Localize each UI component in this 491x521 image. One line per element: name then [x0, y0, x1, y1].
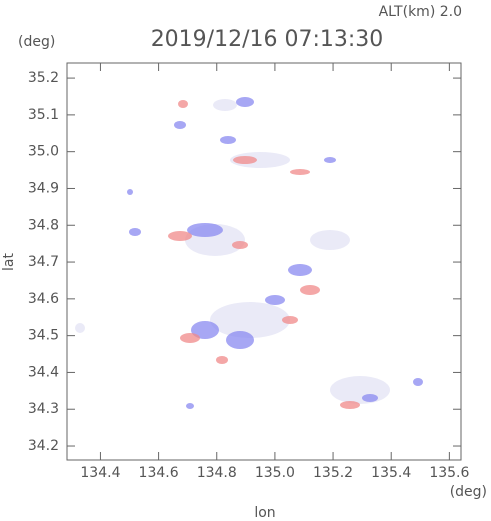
echo: [324, 157, 336, 163]
echo: [174, 121, 186, 129]
y-tick-label: 35.2: [28, 70, 59, 86]
y-unit: (deg): [18, 34, 55, 50]
echo: [168, 231, 192, 241]
echo: [233, 156, 257, 164]
echo: [288, 264, 312, 276]
echo: [290, 169, 310, 175]
echo: [213, 99, 237, 111]
y-tick-label: 35.0: [28, 144, 59, 160]
echo: [187, 223, 223, 237]
echo: [75, 323, 85, 333]
y-axis-label: lat: [1, 253, 17, 271]
echo: [236, 97, 254, 107]
y-tick-label: 35.1: [28, 107, 59, 123]
echo: [129, 228, 141, 236]
x-tick-label: 134.8: [197, 465, 237, 481]
y-tick-label: 34.9: [28, 180, 59, 196]
echo: [191, 321, 219, 339]
echoes: [75, 97, 423, 409]
x-tick-label: 135.0: [255, 465, 295, 481]
y-tick-label: 34.6: [28, 291, 59, 307]
echo: [210, 302, 290, 338]
x-axis-label: lon: [254, 505, 275, 521]
chart-title: 2019/12/16 07:13:30: [151, 27, 384, 52]
echo: [330, 376, 390, 404]
echo: [226, 331, 254, 349]
x-tick-label: 135.2: [313, 465, 353, 481]
y-tick-label: 34.8: [28, 217, 59, 233]
echo: [265, 295, 285, 305]
echo: [220, 136, 236, 144]
echo: [127, 189, 133, 195]
echo: [216, 356, 228, 364]
x-tick-label: 135.6: [429, 465, 469, 481]
y-tick-label: 34.5: [28, 328, 59, 344]
echo: [180, 333, 200, 343]
echo: [300, 285, 320, 295]
y-tick-label: 34.7: [28, 254, 59, 270]
echo: [340, 401, 360, 409]
altitude-label: ALT(km) 2.0: [379, 4, 462, 20]
echo: [282, 316, 298, 324]
x-tick-label: 135.4: [371, 465, 411, 481]
y-tick-label: 34.3: [28, 401, 59, 417]
y-tick-label: 34.2: [28, 438, 59, 454]
echo: [186, 403, 194, 409]
y-tick-label: 34.4: [28, 364, 59, 380]
echo: [232, 241, 248, 249]
x-tick-label: 134.6: [139, 465, 179, 481]
x-tick-label: 134.4: [80, 465, 120, 481]
x-unit: (deg): [450, 484, 487, 500]
plot-frame: [66, 62, 462, 461]
echo: [413, 378, 423, 386]
echo: [310, 230, 350, 250]
echo: [362, 394, 378, 402]
echo: [178, 100, 188, 108]
